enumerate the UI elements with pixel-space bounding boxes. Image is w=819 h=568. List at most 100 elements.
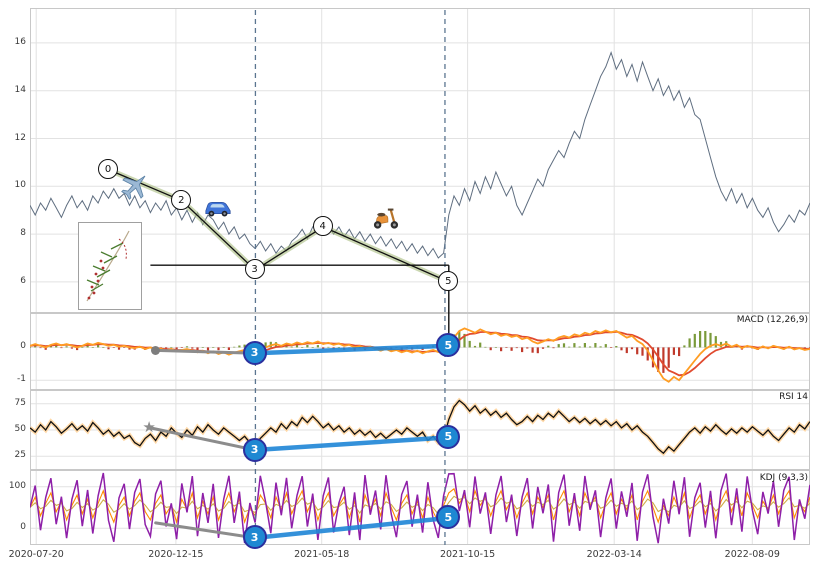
macd-hist-bar	[316, 345, 319, 348]
macd-hist-bar	[531, 347, 534, 353]
macd-hist-bar	[337, 347, 340, 348]
macd-hist-bar	[128, 347, 131, 350]
macd-hist-bar	[107, 347, 110, 350]
macd-hist-bar	[594, 343, 597, 348]
macd-hist-bar	[395, 347, 398, 348]
y-tick-label: 12	[14, 132, 26, 143]
x-tick-label: 2021-05-18	[294, 549, 350, 560]
macd-hist-bar	[557, 344, 560, 348]
macd-hist-bar	[719, 341, 723, 348]
macd-hist-bar	[699, 331, 702, 348]
macd-hist-bar	[547, 345, 550, 348]
macd-hist-bar	[589, 346, 592, 348]
kdj-j-line	[30, 472, 810, 544]
macd-hist-bar	[222, 347, 225, 348]
macd-hist-bar	[175, 347, 178, 350]
marker-rsi-3: 3	[242, 437, 267, 462]
macd-hist-bar	[468, 340, 471, 348]
macd-hist-bar	[86, 344, 89, 348]
macd-hist-bar	[416, 346, 419, 348]
macd-hist-bar	[678, 347, 681, 357]
marker-macd-3: 3	[242, 340, 267, 365]
macd-hist-bar	[191, 347, 194, 349]
x-tick-label: 2022-08-09	[724, 549, 780, 560]
macd-hist-bar	[662, 347, 665, 373]
macd-hist-bar	[212, 347, 215, 348]
macd-hist-bar	[60, 347, 63, 349]
airplane-icon	[118, 169, 152, 203]
macd-hist-bar	[123, 347, 126, 348]
waypoint-marker-3: 3	[244, 259, 265, 280]
x-tick-label: 2020-12-15	[148, 549, 204, 560]
waypoint-marker-0: 0	[98, 159, 119, 180]
macd-hist-bar	[636, 347, 639, 355]
macd-panel-plot	[30, 313, 810, 390]
marker-kdj-3: 3	[242, 525, 267, 550]
macd-hist-bar	[494, 347, 497, 348]
macd-hist-bar	[583, 343, 586, 348]
macd-hist-bar	[196, 347, 199, 351]
macd-hist-bar	[238, 345, 241, 348]
macd-line	[30, 327, 810, 383]
macd-hist-bar	[348, 347, 351, 348]
y-tick-label: -1	[17, 374, 26, 385]
y-tick-label: 6	[20, 275, 26, 286]
y-tick-label: 16	[14, 36, 26, 47]
macd-hist-bar	[604, 344, 607, 348]
macd-hist-bar	[714, 336, 717, 348]
macd-hist-bar	[667, 347, 670, 368]
panel-border	[30, 313, 810, 390]
macd-hist-bar	[201, 347, 204, 348]
macd-hist-bar	[233, 346, 236, 348]
macd-hist-bar	[426, 346, 429, 348]
macd-hist-bar	[541, 347, 545, 349]
macd-hist-bar	[484, 346, 487, 348]
macd-hist-bar	[620, 347, 623, 351]
macd-hist-bar	[217, 347, 220, 351]
y-tick-label: 50	[14, 424, 26, 434]
y-tick-label: 14	[14, 84, 26, 95]
macd-hist-bar	[343, 347, 346, 350]
macd-hist-bar	[505, 347, 508, 348]
macd-hist-bar	[599, 346, 602, 348]
macd-hist-bar	[479, 342, 482, 348]
price-line	[30, 50, 810, 259]
panel-border	[30, 8, 810, 313]
macd-hist-bar	[625, 347, 628, 354]
macd-hist-bar	[306, 345, 309, 348]
macd-hist-bar	[170, 347, 173, 348]
macd-hist-bar	[615, 346, 618, 348]
y-tick-label: 100	[8, 480, 26, 491]
macd-hist-bar	[646, 347, 649, 361]
macd-hist-bar	[411, 347, 414, 350]
macd-hist-bar	[327, 346, 330, 348]
macd-hist-bar	[65, 346, 68, 348]
macd-hist-bar	[552, 347, 555, 349]
macd-hist-bar	[102, 347, 105, 348]
macd-hist-bar	[290, 346, 293, 348]
waypoint-marker-4: 4	[312, 216, 333, 237]
rsi-panel-label: RSI 14	[779, 392, 808, 402]
macd-hist-bar	[91, 347, 94, 348]
macd-hist-bar	[641, 347, 644, 356]
gray-dot-marker	[151, 345, 161, 355]
price-panel-plot	[30, 8, 810, 313]
y-tick-label: 75	[14, 397, 26, 408]
macd-hist-bar	[704, 331, 707, 348]
macd-hist-bar	[112, 347, 115, 348]
macd-hist-bar	[709, 332, 712, 348]
x-tick-label: 2022-03-14	[586, 549, 642, 560]
macd-hist-bar	[432, 345, 435, 348]
macd-hist-bar	[693, 333, 696, 348]
macd-hist-bar	[185, 346, 189, 348]
macd-hist-bar	[206, 347, 210, 351]
macd-hist-bar	[463, 333, 466, 348]
macd-hist-bar	[521, 347, 524, 353]
macd-panel-label: MACD (12,26,9)	[736, 315, 808, 325]
macd-hist-bar	[39, 347, 42, 349]
macd-hist-bar	[311, 347, 314, 348]
macd-hist-bar	[421, 347, 424, 350]
macd-hist-bar	[49, 345, 52, 348]
macd-hist-bar	[610, 347, 613, 348]
macd-hist-bar	[510, 347, 513, 351]
